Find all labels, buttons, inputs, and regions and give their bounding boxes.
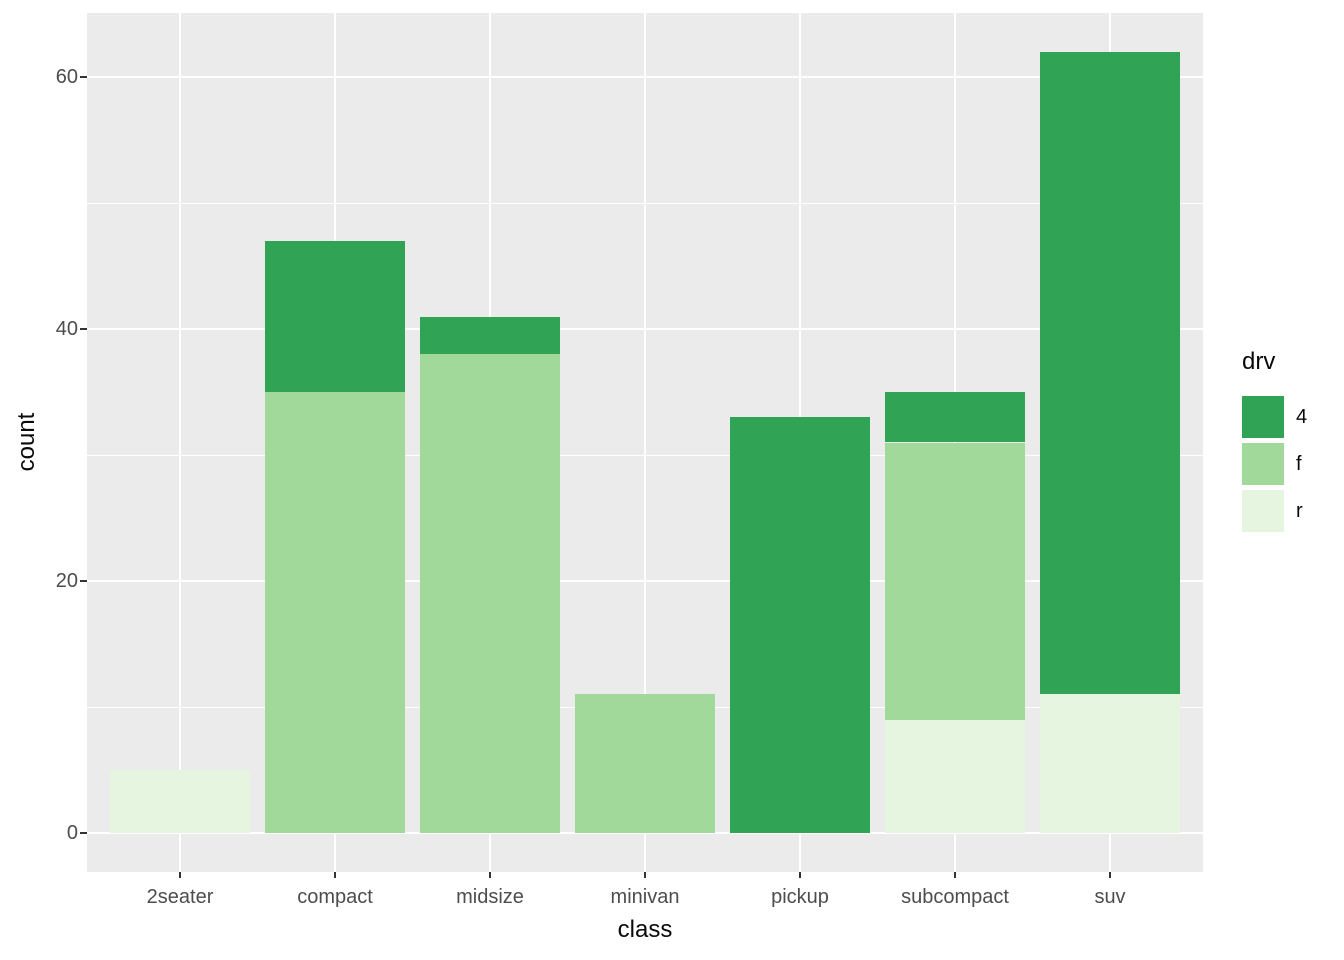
- y-tick-label-20: 20: [55, 570, 78, 593]
- y-tick-mark-60: [80, 76, 87, 79]
- bar-segment-subcompact-drv-r: [885, 719, 1025, 833]
- legend-key-f: f: [1242, 443, 1302, 485]
- bar-segment-suv-drv-4: [1040, 52, 1180, 695]
- x-tick-mark-suv: [1109, 872, 1111, 878]
- legend-label-f: f: [1296, 453, 1302, 475]
- gridline-major-x-minivan: [644, 13, 646, 872]
- legend-swatch-r: [1242, 490, 1284, 532]
- y-tick-label-0: 0: [66, 821, 78, 844]
- bar-segment-midsize-drv-f: [420, 354, 560, 833]
- y-tick-label-40: 40: [55, 318, 78, 341]
- bar-segment-compact-drv-f: [265, 392, 405, 833]
- y-tick-mark-20: [80, 580, 87, 583]
- y-tick-label-60: 60: [55, 66, 78, 89]
- y-tick-mark-40: [80, 328, 87, 331]
- x-tick-label-minivan: minivan: [610, 886, 680, 908]
- legend-swatch-4: [1242, 396, 1284, 438]
- x-tick-mark-compact: [334, 872, 336, 878]
- x-tick-mark-subcompact: [954, 872, 956, 878]
- x-tick-label-2seater: 2seater: [146, 886, 214, 908]
- x-tick-mark-pickup: [799, 872, 801, 878]
- legend-title: drv: [1242, 348, 1276, 375]
- bar-segment-pickup-drv-4: [730, 417, 870, 833]
- bar-segment-minivan-drv-f: [575, 694, 715, 833]
- bar-segment-2seater-drv-r: [110, 769, 250, 833]
- x-tick-label-subcompact: subcompact: [901, 886, 1009, 908]
- bar-segment-midsize-drv-4: [420, 316, 560, 355]
- x-tick-label-pickup: pickup: [771, 886, 829, 908]
- legend-key-r: r: [1242, 490, 1303, 532]
- legend-label-r: r: [1296, 500, 1303, 522]
- x-tick-mark-2seater: [179, 872, 181, 878]
- bar-segment-suv-drv-r: [1040, 694, 1180, 833]
- gridline-major-x-2seater: [179, 13, 181, 872]
- x-tick-label-midsize: midsize: [456, 886, 524, 908]
- legend-keys: 4 f r: [1242, 396, 1307, 532]
- bar-segment-subcompact-drv-4: [885, 392, 1025, 443]
- x-tick-label-suv: suv: [1094, 886, 1126, 908]
- y-tick-mark-0: [80, 831, 87, 834]
- bar-segment-compact-drv-4: [265, 240, 405, 393]
- bar-segment-subcompact-drv-f: [885, 442, 1025, 720]
- x-axis-title: class: [617, 916, 673, 943]
- legend: drv 4 f r: [1242, 348, 1307, 537]
- x-tick-mark-minivan: [644, 872, 646, 878]
- legend-key-4: 4: [1242, 396, 1307, 438]
- x-tick-label-compact: compact: [297, 886, 373, 908]
- y-axis-title: count: [13, 412, 40, 472]
- x-tick-mark-midsize: [489, 872, 491, 878]
- legend-swatch-f: [1242, 443, 1284, 485]
- plot-panel: [87, 13, 1203, 872]
- legend-label-4: 4: [1296, 406, 1308, 428]
